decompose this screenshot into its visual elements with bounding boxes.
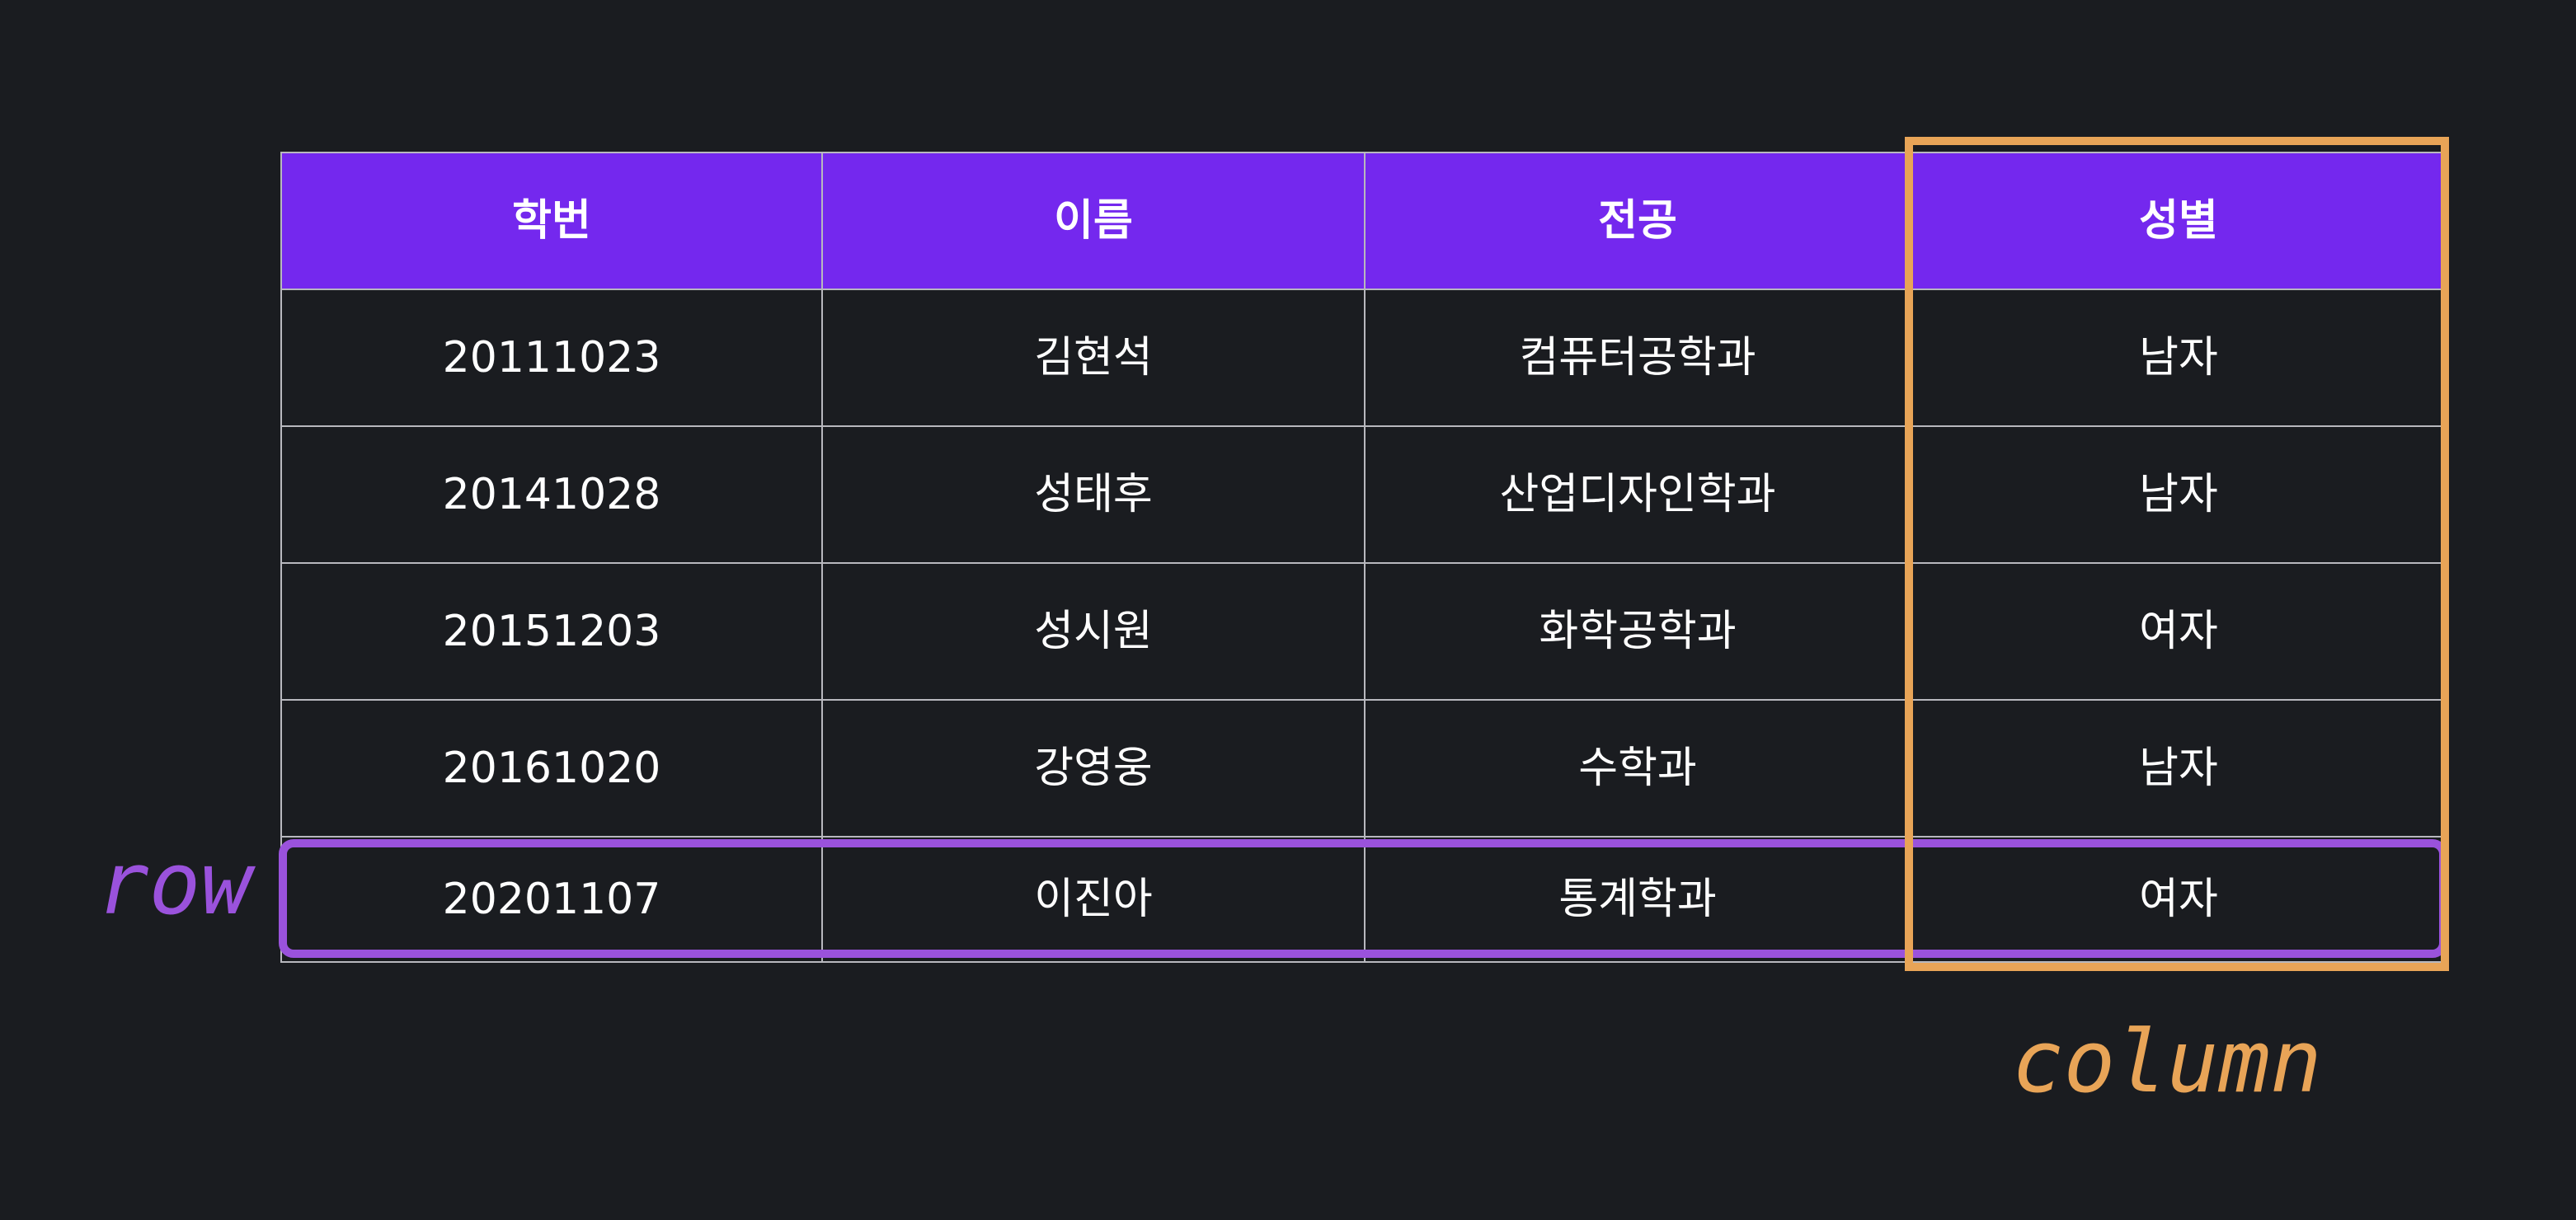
cell-student-id: 20151203: [280, 562, 823, 701]
cell-major: 통계학과: [1364, 836, 1911, 963]
table-row: 20141028 성태후 산업디자인학과 남자: [280, 425, 2447, 564]
cell-gender: 남자: [1910, 289, 2447, 427]
header-major: 전공: [1364, 152, 1911, 290]
table-row: 20201107 이진아 통계학과 여자: [280, 836, 2447, 963]
cell-major: 화학공학과: [1364, 562, 1911, 701]
cell-gender: 남자: [1910, 699, 2447, 838]
cell-major: 수학과: [1364, 699, 1911, 838]
cell-name: 김현석: [821, 289, 1366, 427]
table-row: 20161020 강영웅 수학과 남자: [280, 699, 2447, 838]
cell-gender: 여자: [1910, 562, 2447, 701]
cell-student-id: 20111023: [280, 289, 823, 427]
cell-gender: 여자: [1910, 836, 2447, 963]
header-name: 이름: [821, 152, 1366, 290]
header-gender: 성별: [1910, 152, 2447, 290]
column-annotation-label: column: [2012, 1011, 2322, 1112]
table-header-row: 학번 이름 전공 성별: [280, 152, 2447, 290]
row-annotation-label: row: [97, 833, 252, 934]
student-table: 학번 이름 전공 성별 20111023 김현석 컴퓨터공학과 남자 20141…: [280, 152, 2447, 963]
cell-gender: 남자: [1910, 425, 2447, 564]
cell-name: 성시원: [821, 562, 1366, 701]
header-student-id: 학번: [280, 152, 823, 290]
cell-name: 강영웅: [821, 699, 1366, 838]
cell-name: 이진아: [821, 836, 1366, 963]
cell-student-id: 20141028: [280, 425, 823, 564]
cell-student-id: 20201107: [280, 836, 823, 963]
table-row: 20151203 성시원 화학공학과 여자: [280, 562, 2447, 701]
table-row: 20111023 김현석 컴퓨터공학과 남자: [280, 289, 2447, 427]
cell-student-id: 20161020: [280, 699, 823, 838]
cell-major: 컴퓨터공학과: [1364, 289, 1911, 427]
cell-name: 성태후: [821, 425, 1366, 564]
cell-major: 산업디자인학과: [1364, 425, 1911, 564]
